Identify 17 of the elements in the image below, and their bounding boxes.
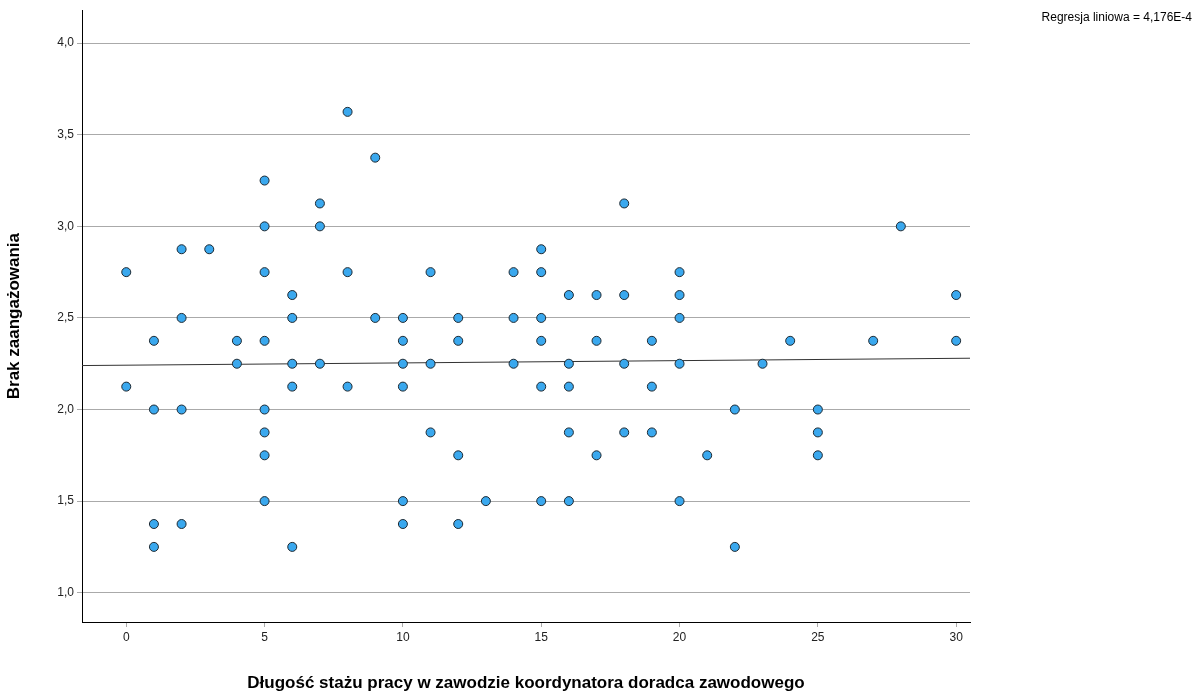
y-tick-label: 1,0 — [57, 585, 75, 599]
y-tick-label: 2,5 — [57, 310, 75, 325]
x-axis-title: Długość stażu pracy w zawodzie koordynatora doradca zawodowego — [247, 673, 805, 693]
y-tick-label: 2,0 — [57, 401, 75, 416]
x-tick-label: 30 — [949, 629, 964, 644]
y-axis-title: Brak zaangażowania — [3, 232, 23, 400]
x-tick-label: 25 — [811, 629, 825, 644]
x-tick-label: 15 — [534, 629, 549, 644]
y-tick-label: 1,5 — [57, 493, 75, 508]
y-tick-label: 3,0 — [57, 218, 75, 233]
y-tick-label: 3,5 — [57, 127, 75, 142]
x-tick-label: 0 — [122, 629, 130, 644]
y-tick-label: 4,0 — [57, 35, 75, 50]
x-tick-label: 10 — [396, 629, 410, 644]
x-tick-label: 20 — [672, 629, 687, 644]
text: Regresja liniowa = 4,176E-4 — [1041, 10, 1193, 25]
x-tick-label: 5 — [261, 629, 269, 644]
